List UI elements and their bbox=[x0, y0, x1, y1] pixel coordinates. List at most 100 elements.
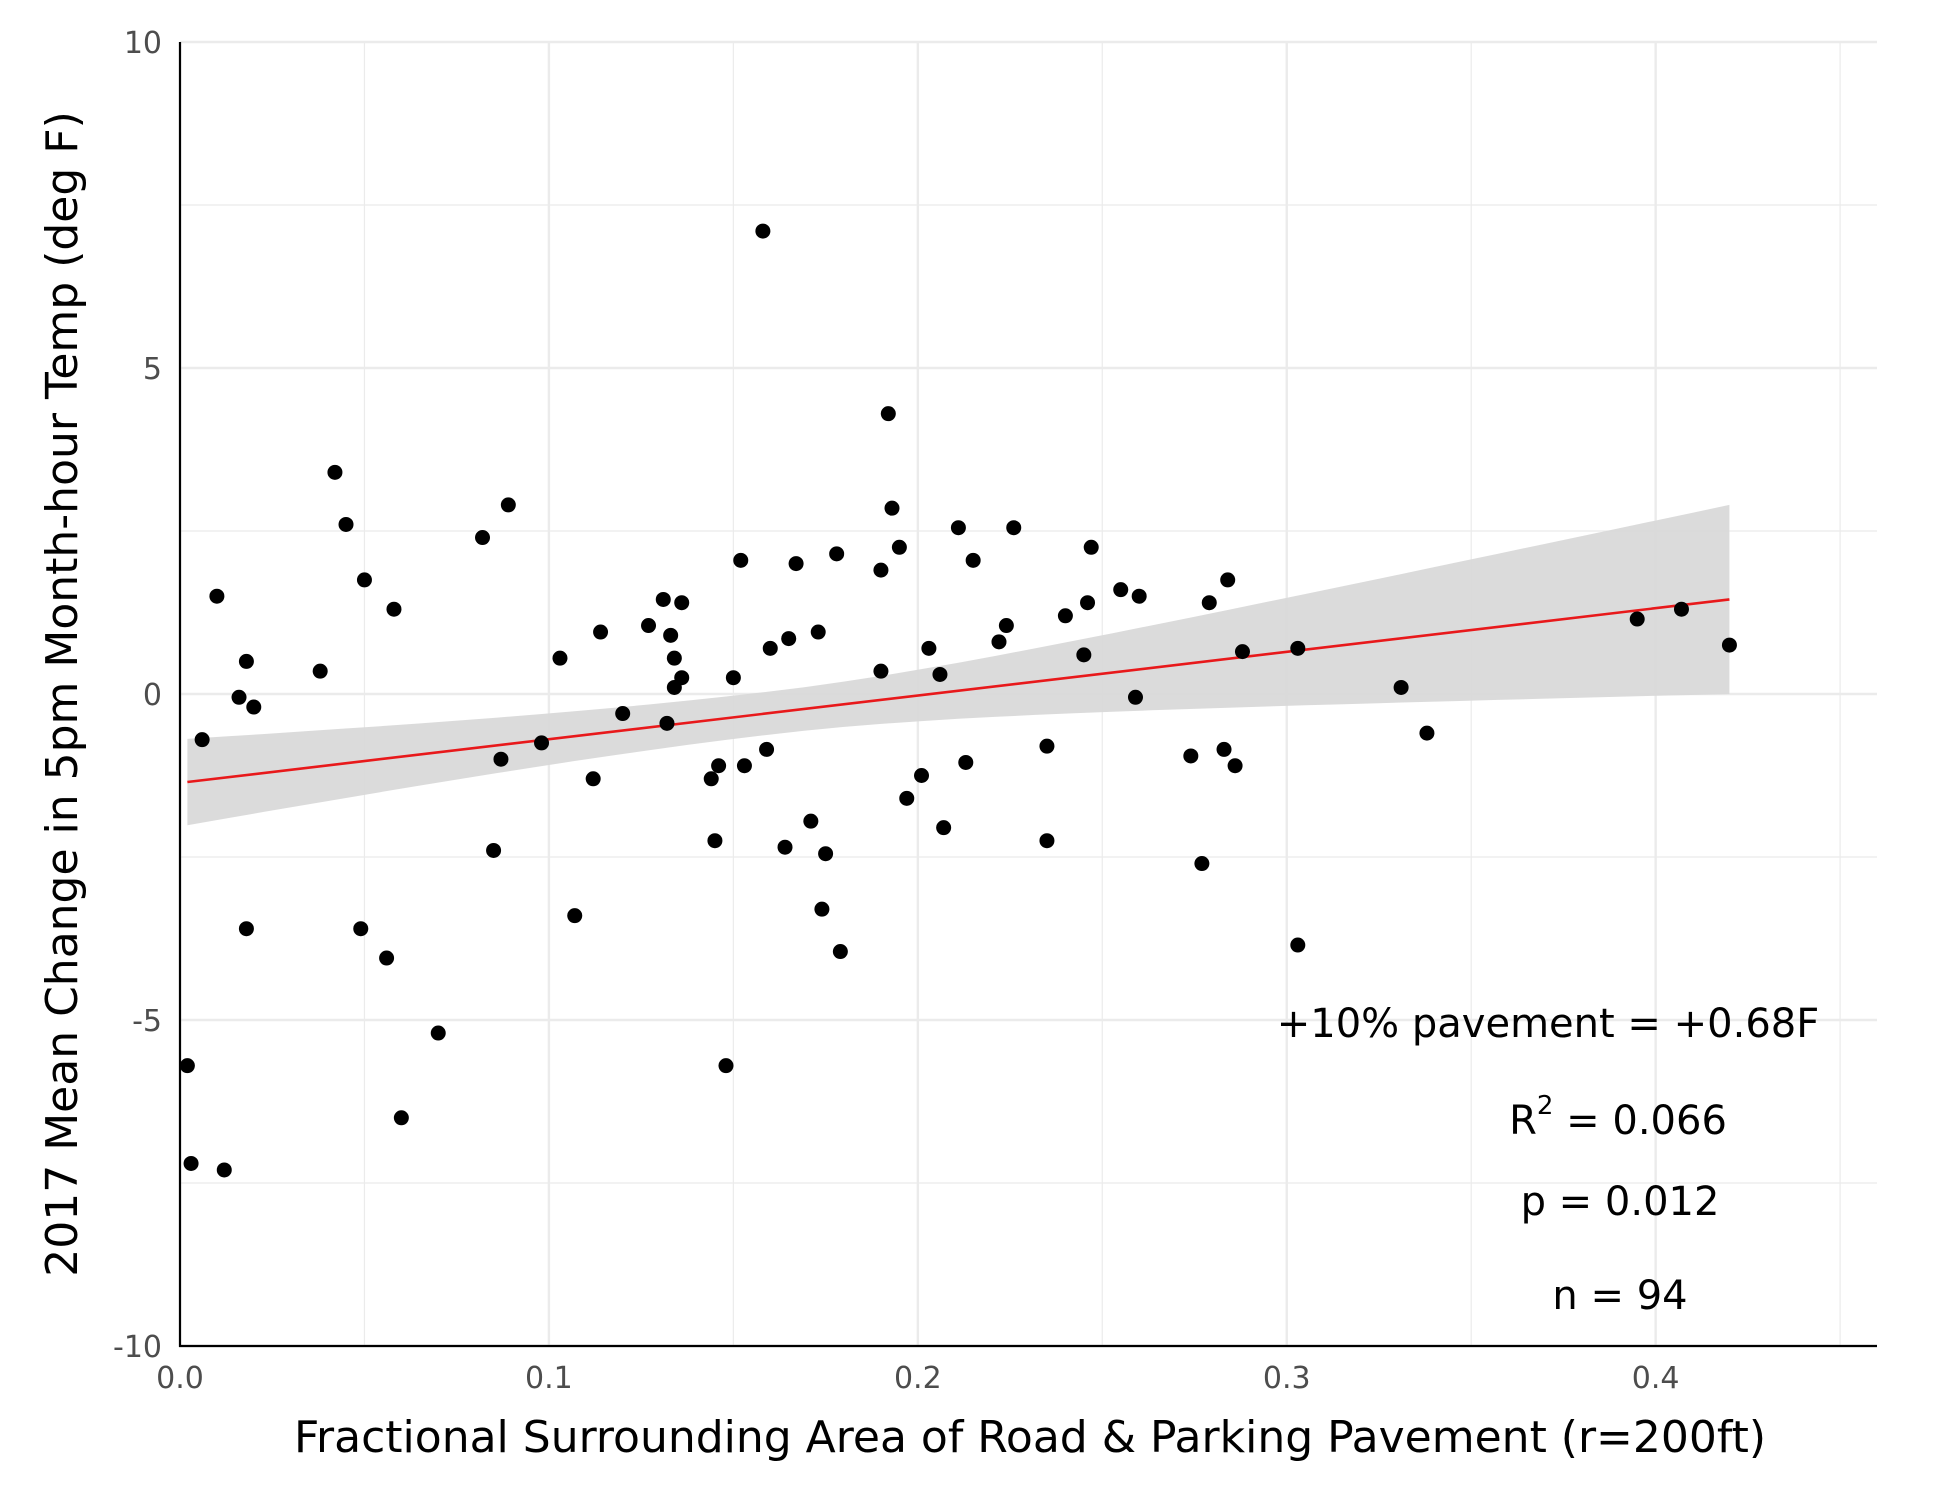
data-point bbox=[641, 618, 657, 634]
y-tick-label: -10 bbox=[113, 1330, 162, 1365]
data-point bbox=[1290, 640, 1306, 656]
data-point bbox=[736, 758, 752, 774]
data-point bbox=[884, 500, 900, 516]
data-point bbox=[327, 464, 343, 480]
data-point bbox=[216, 1162, 232, 1178]
data-point bbox=[666, 650, 682, 666]
x-tick-label: 0.3 bbox=[1263, 1361, 1311, 1396]
data-point bbox=[718, 1058, 734, 1074]
x-tick-label: 0.1 bbox=[525, 1361, 573, 1396]
data-point bbox=[1419, 725, 1435, 741]
data-point bbox=[1234, 644, 1250, 660]
r-squared-superscript: 2 bbox=[1537, 1091, 1554, 1121]
data-point bbox=[958, 754, 974, 770]
x-axis-title: Fractional Surrounding Area of Road & Pa… bbox=[294, 1412, 1766, 1463]
data-point bbox=[1057, 608, 1073, 624]
data-point bbox=[788, 556, 804, 572]
y-tick-label: -5 bbox=[132, 1004, 162, 1039]
data-point bbox=[711, 758, 727, 774]
data-point bbox=[674, 670, 690, 686]
data-point bbox=[1183, 748, 1199, 764]
data-point bbox=[246, 699, 262, 715]
data-point bbox=[386, 601, 402, 617]
r-squared-prefix: R bbox=[1509, 1098, 1537, 1144]
data-point bbox=[873, 562, 889, 578]
data-point bbox=[873, 663, 889, 679]
confidence-band-layer bbox=[187, 504, 1730, 826]
data-point bbox=[1039, 738, 1055, 754]
data-point bbox=[932, 666, 948, 682]
data-point bbox=[1127, 689, 1143, 705]
data-point bbox=[725, 670, 741, 686]
data-point bbox=[493, 751, 509, 767]
data-point bbox=[1006, 520, 1022, 536]
data-point bbox=[914, 768, 930, 783]
data-point bbox=[194, 732, 210, 748]
data-point bbox=[353, 921, 369, 937]
data-point bbox=[1083, 539, 1099, 555]
data-point bbox=[1629, 611, 1645, 627]
y-axis-title: 2017 Mean Change in 5pm Month-hour Temp … bbox=[37, 111, 88, 1277]
data-point bbox=[1080, 595, 1096, 611]
data-point bbox=[810, 624, 826, 640]
data-point bbox=[1194, 856, 1210, 872]
x-tick-label: 0.0 bbox=[156, 1361, 204, 1396]
axes bbox=[178, 42, 1877, 1348]
data-points bbox=[179, 223, 1737, 1178]
data-point bbox=[1721, 637, 1737, 653]
n-annotation: n = 94 bbox=[1552, 1273, 1687, 1319]
data-point bbox=[1076, 647, 1092, 663]
data-point bbox=[1290, 937, 1306, 953]
data-point bbox=[659, 715, 675, 731]
data-point bbox=[936, 820, 952, 836]
data-point bbox=[832, 944, 848, 960]
data-point bbox=[781, 631, 797, 647]
effect-annotation: +10% pavement = +0.68F bbox=[1277, 1001, 1819, 1047]
p-value-annotation: p = 0.012 bbox=[1521, 1179, 1720, 1225]
data-point bbox=[552, 650, 568, 666]
data-point bbox=[1220, 572, 1236, 588]
data-point bbox=[475, 530, 491, 546]
data-point bbox=[991, 634, 1007, 650]
data-point bbox=[1131, 588, 1147, 604]
data-point bbox=[1216, 741, 1232, 757]
data-point bbox=[703, 771, 719, 787]
data-point bbox=[814, 901, 830, 917]
data-point bbox=[430, 1025, 446, 1041]
data-point bbox=[567, 908, 583, 924]
data-point bbox=[1113, 582, 1129, 598]
data-point bbox=[733, 552, 749, 568]
data-point bbox=[880, 406, 896, 422]
data-point bbox=[829, 546, 845, 562]
data-point bbox=[965, 552, 981, 568]
tick-labels: 0.0 0.1 0.2 0.3 0.4 -10 -5 0 5 10 bbox=[113, 26, 1680, 1396]
data-point bbox=[707, 833, 723, 849]
data-point bbox=[312, 663, 328, 679]
data-point bbox=[674, 595, 690, 611]
r-squared-value: = 0.066 bbox=[1553, 1098, 1726, 1144]
r-squared-annotation: R2 = 0.066 bbox=[1509, 1091, 1727, 1144]
data-point bbox=[500, 497, 516, 513]
data-point bbox=[183, 1155, 199, 1171]
fit-line-layer bbox=[187, 598, 1730, 784]
x-tick-label: 0.2 bbox=[894, 1361, 942, 1396]
data-point bbox=[379, 950, 395, 966]
y-tick-label: 10 bbox=[124, 26, 162, 61]
data-point bbox=[585, 771, 601, 787]
data-point bbox=[762, 640, 778, 656]
data-point bbox=[1393, 679, 1409, 695]
y-tick-label: 0 bbox=[143, 678, 162, 713]
data-point bbox=[486, 842, 502, 858]
data-point bbox=[231, 689, 247, 705]
data-point bbox=[393, 1110, 409, 1126]
data-point bbox=[1201, 595, 1217, 611]
data-point bbox=[818, 846, 834, 862]
data-point bbox=[899, 790, 915, 806]
data-point bbox=[663, 627, 679, 643]
data-point bbox=[615, 706, 631, 722]
data-point bbox=[534, 735, 550, 751]
data-point bbox=[891, 539, 907, 555]
data-point bbox=[1673, 601, 1689, 617]
confidence-band bbox=[187, 504, 1730, 826]
